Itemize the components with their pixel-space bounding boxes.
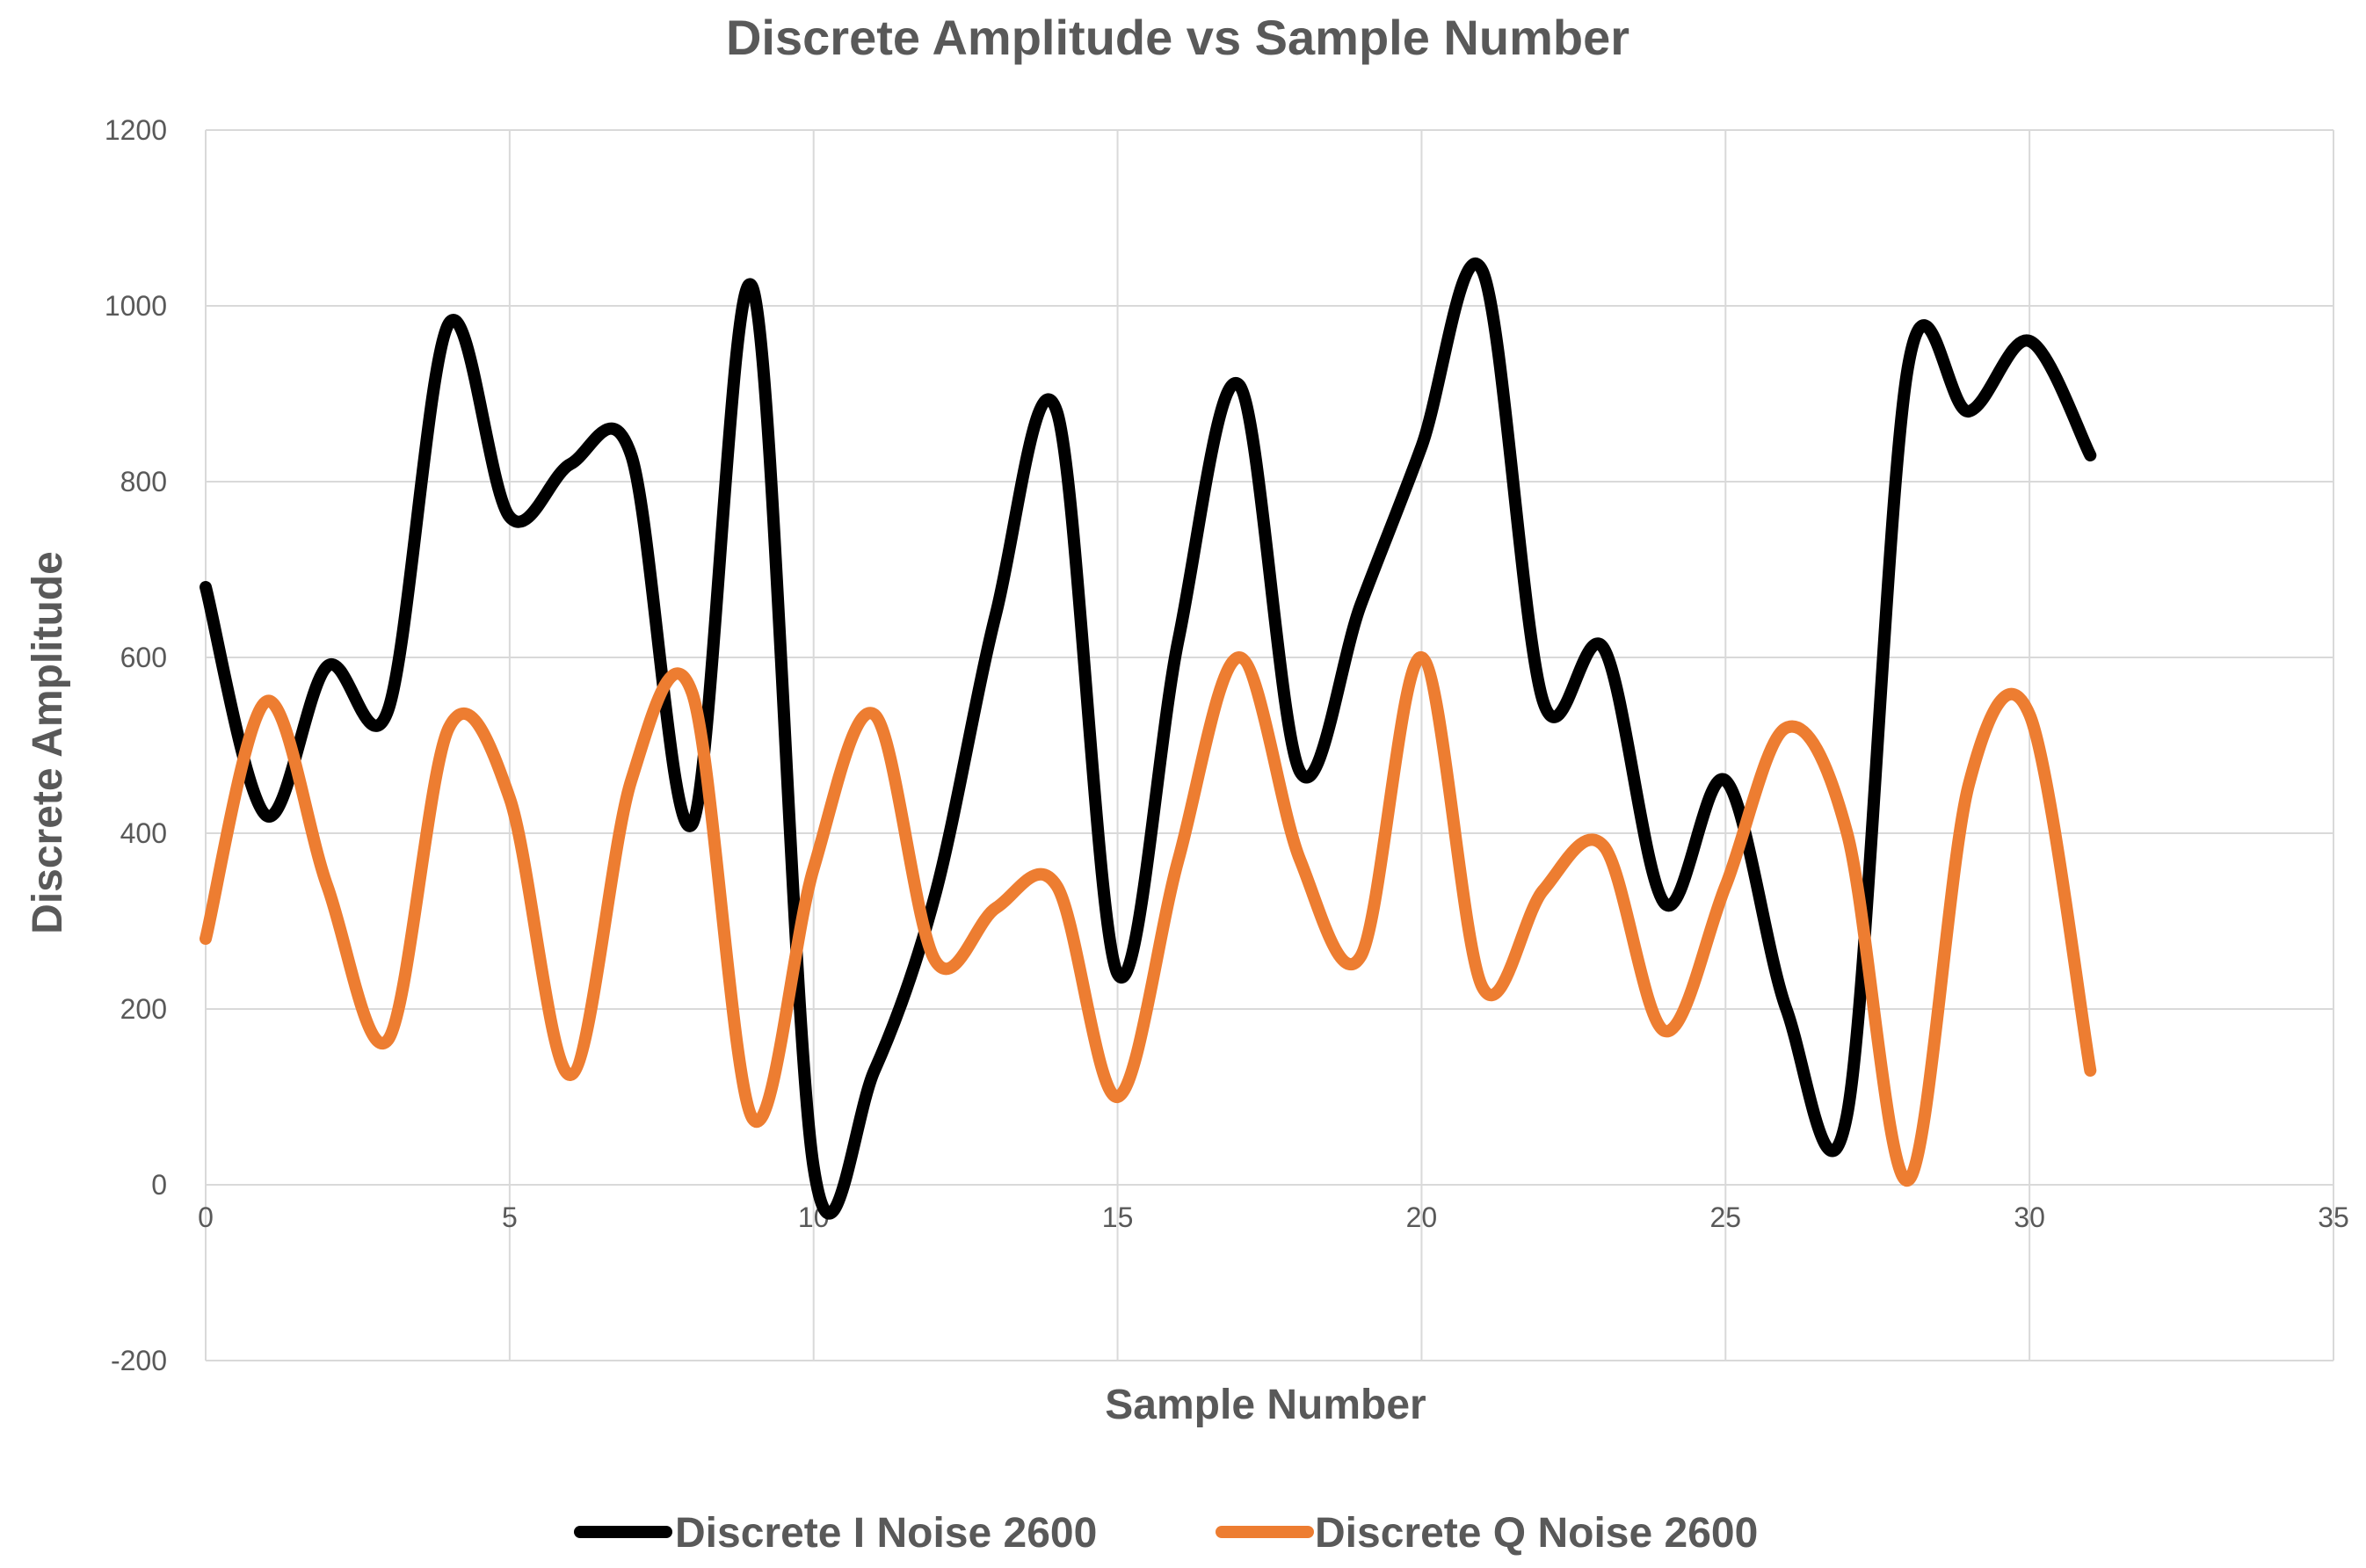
x-axis-title: Sample Number [1105, 1382, 1426, 1428]
y-tick-label: 0 [151, 1169, 167, 1201]
series-lines [200, 258, 2097, 1220]
x-axis-tick-labels: 0 5 10 15 20 25 30 35 [198, 1201, 2349, 1233]
x-tick-label: 5 [502, 1201, 518, 1233]
y-tick-label: 200 [120, 993, 167, 1025]
x-tick-label: 15 [1102, 1201, 1134, 1233]
y-tick-label: -200 [111, 1345, 167, 1376]
series-line-discrete-q [200, 651, 2097, 1187]
legend-label-q: Discrete Q Noise 2600 [1315, 1510, 1758, 1557]
y-tick-label: 1000 [105, 290, 167, 322]
y-tick-label: 600 [120, 642, 167, 673]
chart-title: Discrete Amplitude vs Sample Number [726, 10, 1629, 65]
x-tick-label: 35 [2318, 1201, 2349, 1233]
y-tick-label: 800 [120, 466, 167, 497]
y-tick-label: 400 [120, 817, 167, 849]
series-line-discrete-i [200, 258, 2097, 1220]
x-tick-label: 25 [1709, 1201, 1741, 1233]
x-tick-label: 30 [2014, 1201, 2045, 1233]
x-tick-label: 20 [1406, 1201, 1438, 1233]
legend: Discrete I Noise 2600 Discrete Q Noise 2… [574, 1510, 1758, 1557]
legend-label-i: Discrete I Noise 2600 [675, 1510, 1097, 1557]
y-axis-title: Discrete Amplitude [25, 551, 71, 934]
y-tick-label: 1200 [105, 114, 167, 146]
y-axis-tick-labels: -200 0 200 400 600 800 1000 1200 [105, 114, 167, 1376]
x-tick-label: 0 [198, 1201, 214, 1233]
